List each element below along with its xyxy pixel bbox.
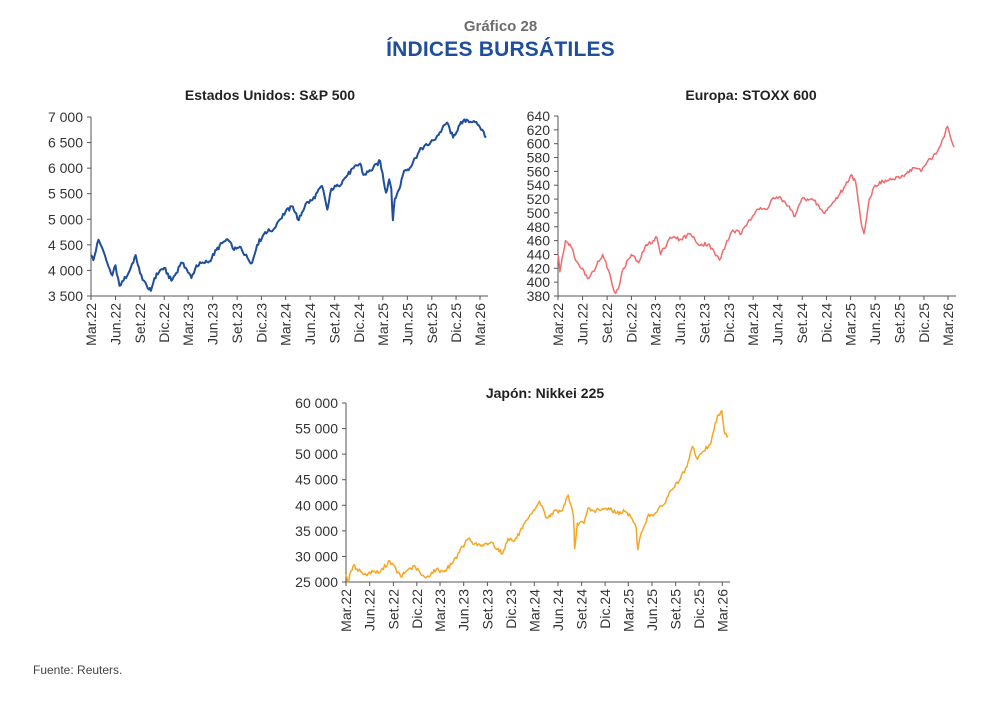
source-note: Fuente: Reuters. [33, 663, 123, 677]
figure-title: ÍNDICES BURSÁTILES [386, 38, 615, 61]
y-tick-label: 580 [527, 150, 551, 166]
x-tick-label: Jun.23 [672, 303, 688, 345]
x-tick-label: Mar.25 [620, 589, 636, 632]
x-tick-label: Set.22 [132, 303, 148, 344]
y-tick-label: 3 500 [48, 288, 83, 304]
x-tick-label: Set.25 [668, 589, 684, 630]
y-tick-label: 560 [527, 163, 551, 179]
x-tick-label: Jun.22 [575, 303, 591, 345]
x-tick-label: Mar.24 [526, 589, 542, 632]
y-tick-label: 5 500 [48, 186, 83, 202]
x-tick-label: Dic.25 [916, 303, 932, 343]
y-tick-label: 6 000 [48, 160, 83, 176]
x-tick-label: Set.23 [697, 303, 713, 344]
figure-number: Gráfico 28 [463, 18, 538, 35]
x-tick-label: Mar.24 [745, 303, 761, 346]
y-tick-label: 5 000 [48, 211, 83, 227]
y-tick-label: 7 000 [48, 109, 83, 125]
y-tick-label: 620 [527, 122, 551, 138]
x-tick-label: Mar.23 [180, 303, 196, 346]
y-tick-label: 45 000 [295, 472, 338, 488]
y-tick-label: 30 000 [295, 548, 338, 564]
x-tick-label: Jun.25 [399, 303, 415, 345]
x-tick-label: Dic.22 [623, 303, 639, 343]
y-tick-label: 640 [527, 108, 551, 124]
x-tick-label: Jun.22 [107, 303, 123, 345]
x-tick-label: Set.24 [327, 303, 343, 344]
x-tick-label: Dic.22 [156, 303, 172, 343]
x-tick-label: Dic.24 [351, 303, 367, 343]
x-tick-label: Jun.23 [205, 303, 221, 345]
y-tick-label: 400 [527, 274, 551, 290]
x-tick-label: Dic.24 [597, 589, 613, 629]
x-tick-label: Set.23 [229, 303, 245, 344]
y-tick-label: 540 [527, 177, 551, 193]
x-tick-label: Dic.25 [691, 589, 707, 629]
x-tick-label: Mar.26 [714, 589, 730, 632]
y-tick-label: 500 [527, 205, 551, 221]
chart-title: Japón: Nikkei 225 [486, 385, 604, 401]
x-tick-label: Set.23 [479, 589, 495, 630]
x-tick-label: Set.22 [385, 589, 401, 630]
x-tick-label: Jun.22 [362, 589, 378, 631]
x-tick-label: Mar.24 [278, 303, 294, 346]
x-tick-label: Jun.24 [302, 303, 318, 345]
x-tick-label: Mar.22 [83, 303, 99, 346]
x-tick-label: Jun.25 [867, 303, 883, 345]
x-tick-label: Dic.22 [409, 589, 425, 629]
x-tick-label: Dic.24 [819, 303, 835, 343]
x-tick-label: Jun.24 [550, 589, 566, 631]
x-tick-label: Mar.22 [550, 303, 566, 346]
y-tick-label: 380 [527, 288, 551, 304]
x-tick-label: Set.24 [574, 589, 590, 630]
y-tick-label: 25 000 [295, 574, 338, 590]
series-line [90, 118, 487, 292]
x-tick-label: Mar.23 [647, 303, 663, 346]
x-tick-label: Mar.22 [338, 589, 354, 632]
y-tick-label: 460 [527, 233, 551, 249]
chart-title: Estados Unidos: S&P 500 [185, 87, 355, 103]
y-tick-label: 40 000 [295, 497, 338, 513]
series-line [345, 409, 729, 583]
x-tick-label: Mar.26 [940, 303, 956, 346]
x-tick-label: Mar.23 [432, 589, 448, 632]
x-tick-label: Set.25 [424, 303, 440, 344]
x-tick-label: Set.24 [794, 303, 810, 344]
y-tick-label: 55 000 [295, 421, 338, 437]
x-tick-label: Dic.25 [448, 303, 464, 343]
y-tick-label: 60 000 [295, 395, 338, 411]
y-tick-label: 600 [527, 136, 551, 152]
x-tick-label: Mar.25 [843, 303, 859, 346]
y-tick-label: 480 [527, 219, 551, 235]
x-tick-label: Jun.24 [770, 303, 786, 345]
chart-title: Europa: STOXX 600 [685, 87, 816, 103]
x-tick-label: Jun.25 [644, 589, 660, 631]
series-line [557, 125, 955, 295]
x-tick-label: Set.25 [892, 303, 908, 344]
x-tick-label: Dic.23 [721, 303, 737, 343]
y-tick-label: 35 000 [295, 523, 338, 539]
x-tick-label: Set.22 [599, 303, 615, 344]
x-tick-label: Mar.26 [472, 303, 488, 346]
x-tick-label: Dic.23 [253, 303, 269, 343]
y-tick-label: 50 000 [295, 446, 338, 462]
y-tick-label: 420 [527, 260, 551, 276]
x-tick-label: Jun.23 [456, 589, 472, 631]
x-tick-label: Dic.23 [503, 589, 519, 629]
y-tick-label: 440 [527, 246, 551, 262]
x-tick-label: Mar.25 [375, 303, 391, 346]
y-tick-label: 520 [527, 191, 551, 207]
y-tick-label: 4 000 [48, 262, 83, 278]
y-tick-label: 4 500 [48, 237, 83, 253]
y-tick-label: 6 500 [48, 135, 83, 151]
